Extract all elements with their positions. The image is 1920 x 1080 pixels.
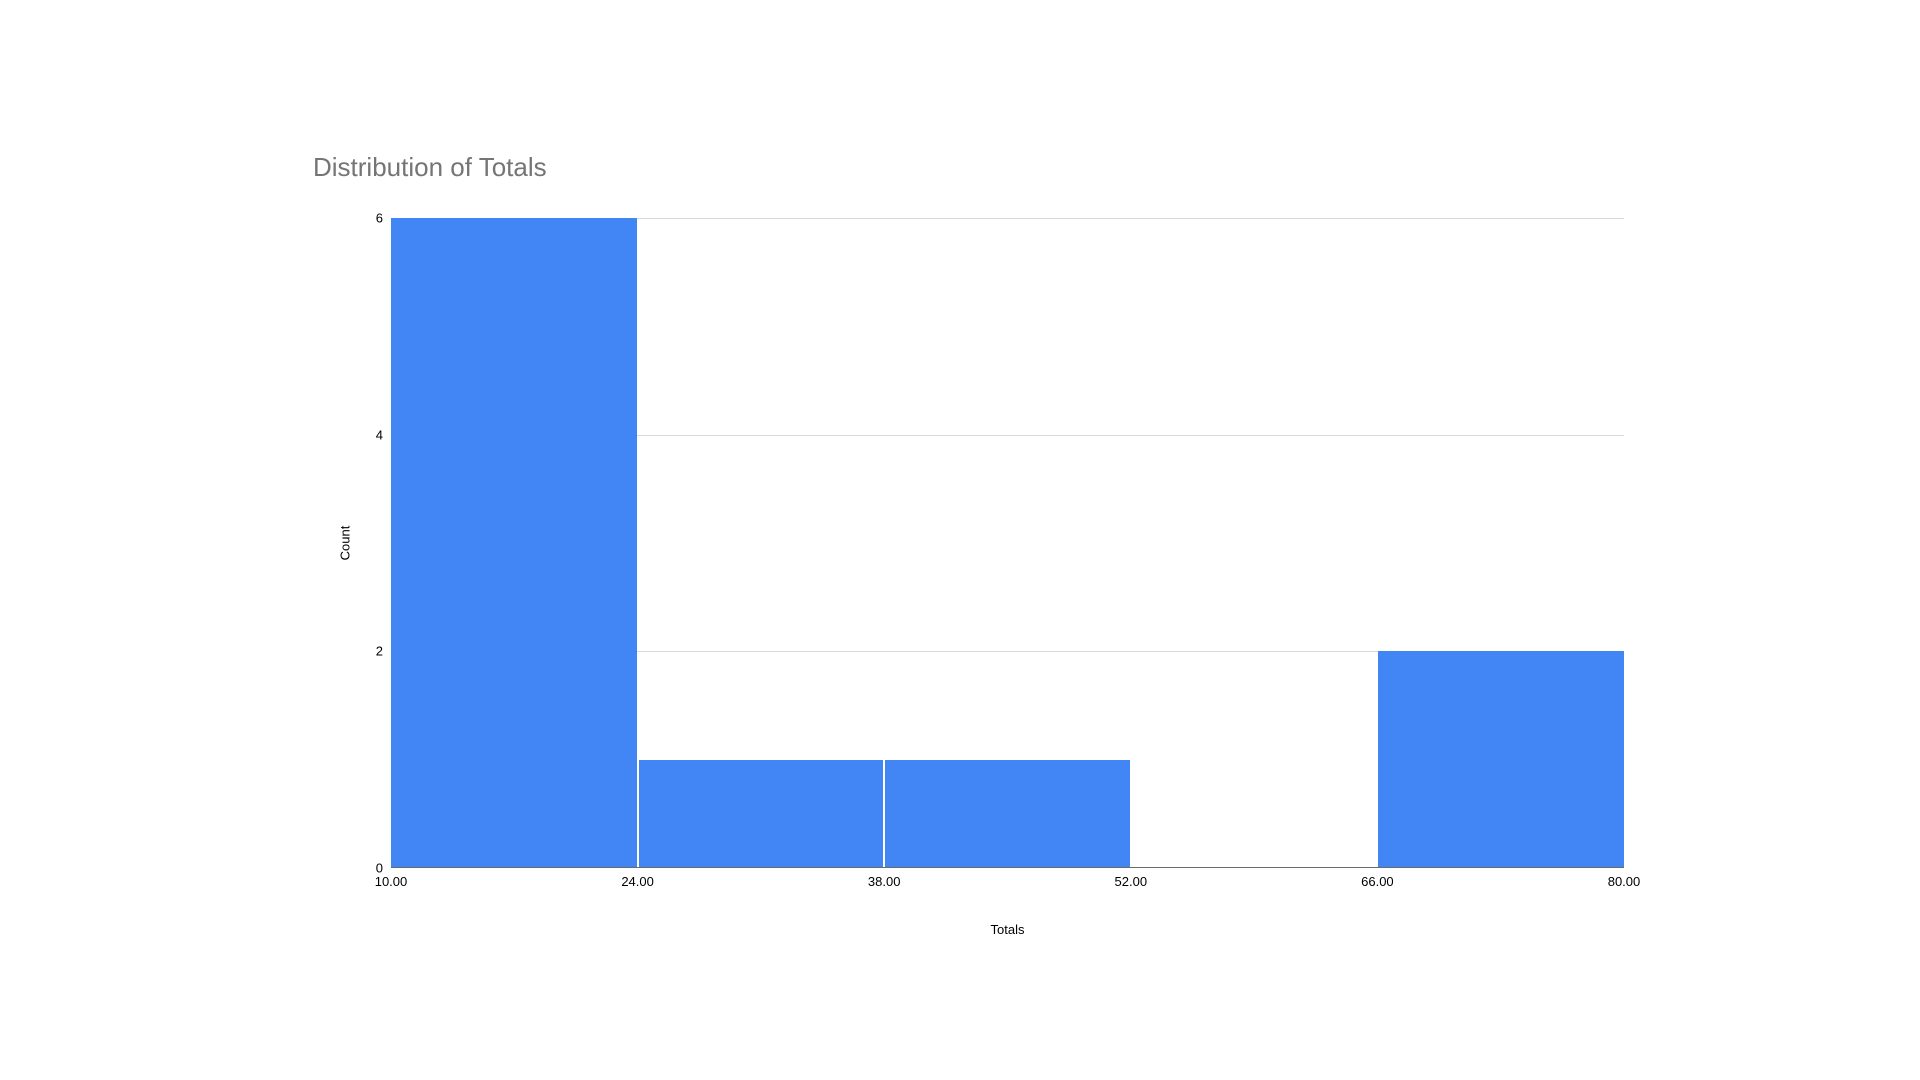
histogram-bar xyxy=(391,218,637,868)
y-tick-label: 2 xyxy=(376,644,383,659)
y-tick-label: 6 xyxy=(376,211,383,226)
histogram-bar xyxy=(639,760,884,868)
x-tick-label: 80.00 xyxy=(1608,874,1641,889)
y-tick-label: 4 xyxy=(376,427,383,442)
x-axis-label: Totals xyxy=(991,922,1025,937)
chart-title: Distribution of Totals xyxy=(313,152,547,183)
x-tick-label: 10.00 xyxy=(375,874,408,889)
plot-area: 024610.0024.0038.0052.0066.0080.00 xyxy=(391,218,1624,868)
x-axis-line xyxy=(391,867,1624,868)
x-tick-label: 24.00 xyxy=(621,874,654,889)
histogram-bar xyxy=(1378,651,1624,868)
x-tick-label: 52.00 xyxy=(1115,874,1148,889)
y-axis-label: Count xyxy=(338,526,353,561)
histogram-bar xyxy=(885,760,1130,868)
x-tick-label: 38.00 xyxy=(868,874,901,889)
x-tick-label: 66.00 xyxy=(1361,874,1394,889)
